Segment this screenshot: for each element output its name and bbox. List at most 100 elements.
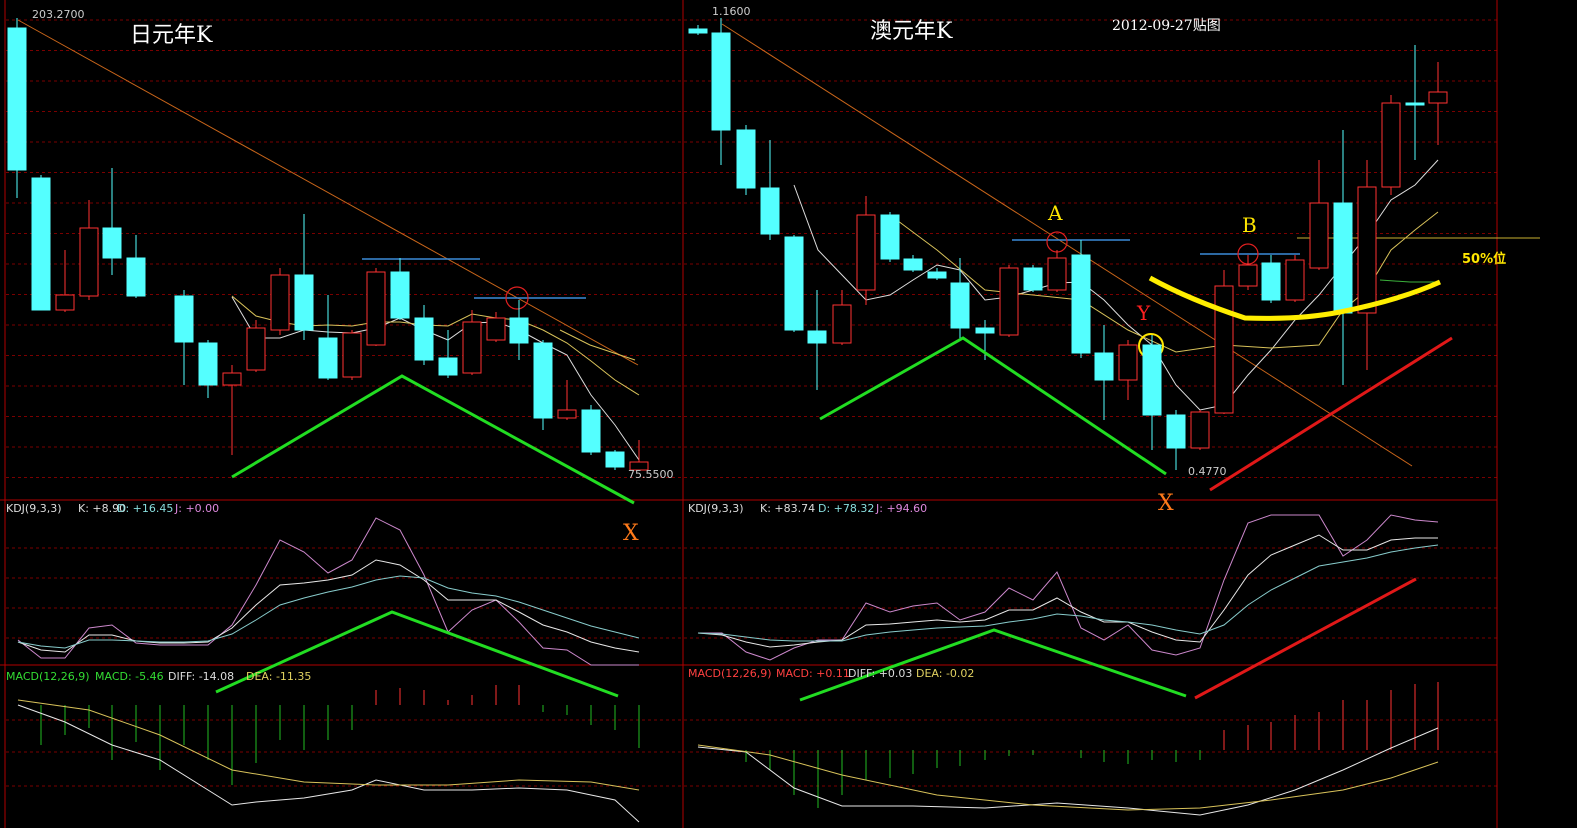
candle-body	[1285, 259, 1305, 301]
candle-body	[950, 282, 970, 329]
marker-b: B	[1242, 213, 1257, 237]
macd-dea	[17, 699, 640, 791]
candle-body	[1381, 102, 1401, 188]
candle-body	[246, 327, 266, 371]
kdj-d-label: D: +78.32	[818, 502, 874, 515]
marker-y: Y	[1136, 301, 1151, 325]
candle-body	[711, 32, 731, 131]
trend-up-line	[1194, 577, 1417, 700]
panel-title: 日元年K	[130, 23, 213, 48]
candle-body	[55, 294, 75, 311]
circle-marker	[505, 286, 529, 310]
candle-body	[486, 317, 506, 341]
kdj-j	[17, 517, 639, 666]
candle-body	[533, 342, 553, 419]
candle-body	[1166, 414, 1186, 449]
trend-up-line	[1209, 336, 1453, 492]
marker-a: A	[1047, 201, 1063, 225]
candle-body	[784, 236, 804, 331]
trend-line	[17, 19, 639, 366]
candle-body	[629, 461, 649, 471]
candle-body	[760, 187, 780, 235]
macd-dea	[697, 744, 1439, 811]
candle-body	[7, 27, 27, 171]
candle-body	[1405, 102, 1425, 106]
candle-body	[270, 274, 290, 331]
candle-body	[390, 271, 410, 319]
moving-average	[793, 159, 1439, 411]
macd-diff-label: DIFF: -14.08	[168, 670, 234, 683]
candle-body	[31, 177, 51, 311]
kdj-name: KDJ(9,3,3)	[6, 502, 62, 515]
kdj-k	[697, 534, 1438, 648]
macd-histogram	[40, 682, 1439, 808]
kdj-k-label: K: +83.74	[760, 502, 815, 515]
kdj-d	[697, 544, 1439, 642]
high-label: 203.2700	[32, 8, 85, 21]
kdj-d-label: D: +16.45	[117, 502, 173, 515]
candle-body	[438, 357, 458, 376]
pattern-line	[231, 374, 635, 505]
panel-title: 澳元年K	[870, 19, 953, 44]
candle-body	[318, 337, 338, 379]
candle-body	[1214, 285, 1234, 414]
level-label: 50%位	[1462, 251, 1506, 267]
pattern-line	[215, 610, 619, 698]
candle-body	[174, 295, 194, 343]
macd-name: MACD(12,26,9)	[6, 670, 90, 683]
kdj-k	[17, 559, 640, 653]
candle-body	[414, 317, 434, 361]
date-label: 2012-09-27贴图	[1112, 18, 1221, 34]
candle-body	[294, 274, 314, 331]
candle-body	[832, 304, 852, 344]
kdj-j-label: J: +0.00	[174, 502, 219, 515]
candle-body	[1357, 186, 1377, 314]
candle-body	[79, 227, 99, 297]
kdj-legend: KDJ(9,3,3) K: +8.90 D: +16.45 J: +0.00 K…	[6, 502, 927, 515]
candle-body	[342, 332, 362, 378]
pattern-line	[819, 336, 1167, 476]
high-label: 1.1600	[712, 5, 751, 18]
kdj-k-label: K: +8.90	[78, 502, 126, 515]
macd-diff	[697, 727, 1439, 816]
candle-body	[927, 271, 947, 279]
candle-body	[1333, 202, 1353, 314]
low-label: 0.4770	[1188, 465, 1227, 478]
macd-diff	[17, 704, 640, 823]
macd-dea-label: DEA: -11.35	[246, 670, 311, 683]
macd-value-label: MACD: -5.46	[95, 670, 164, 683]
candle-body	[1238, 264, 1258, 287]
candle-body	[126, 257, 146, 297]
candle-body	[688, 28, 708, 34]
candle-body	[1094, 352, 1114, 381]
candle-body	[999, 267, 1019, 336]
moving-average	[1379, 279, 1440, 283]
candles	[7, 18, 1448, 471]
candle-body	[1071, 254, 1091, 354]
marker-x: X	[623, 521, 639, 546]
macd-value-label: MACD: +0.11	[776, 667, 850, 680]
kdj-j	[698, 514, 1439, 661]
candle-body	[1023, 267, 1043, 291]
kdj-d	[17, 575, 640, 649]
candle-body	[856, 214, 876, 291]
candle-body	[1047, 257, 1067, 291]
candle-body	[198, 342, 218, 386]
candle-body	[509, 317, 529, 344]
low-label: 75.5500	[628, 468, 674, 481]
marker-x: X	[1158, 491, 1174, 516]
candle-body	[1118, 344, 1138, 381]
candle-body	[222, 372, 242, 386]
kdj-name: KDJ(9,3,3)	[688, 502, 744, 515]
candle-body	[903, 258, 923, 271]
cup-curve	[1148, 275, 1442, 321]
candle-body	[366, 271, 386, 346]
kdj-j-label: J: +94.60	[875, 502, 927, 515]
candle-body	[975, 327, 995, 334]
macd-name: MACD(12,26,9)	[688, 667, 772, 680]
candle-body	[557, 409, 577, 419]
candle-body	[1428, 91, 1448, 104]
macd-dea-label: DEA: -0.02	[916, 667, 974, 680]
candle-body	[102, 227, 122, 259]
